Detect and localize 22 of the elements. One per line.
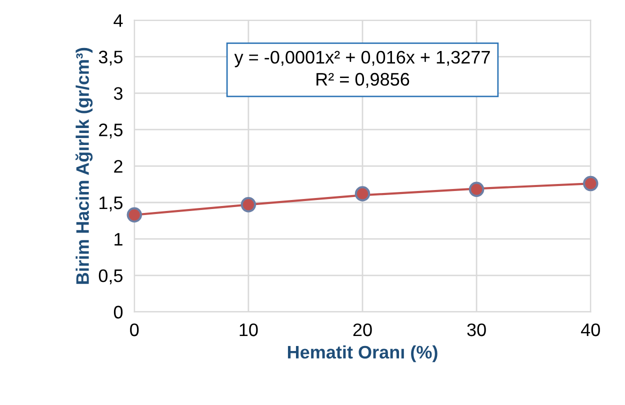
y-tick-label: 0 (114, 306, 123, 319)
annotation: y = -0,0001x² + 0,016x + 1,3277 R² = 0,9856 (234, 50, 490, 88)
y-tick-label: 2,5 (99, 124, 123, 138)
y-tick-label: 4 (114, 14, 123, 27)
x-tick-label: 40 (581, 323, 600, 336)
y-tick-label: 0,5 (98, 269, 123, 284)
y-tick-label: 2 (114, 160, 122, 173)
x-tick-label: 10 (240, 323, 258, 336)
x-axis-title: Hematit Oranı (%) (288, 345, 438, 362)
y-tick-label: 3 (114, 87, 122, 100)
point (240, 197, 256, 212)
point (582, 176, 598, 192)
x-tick-label: 0 (130, 323, 139, 336)
point (354, 186, 370, 202)
x-tick-label: 20 (353, 323, 372, 336)
y-tick-label: 1,5 (100, 196, 123, 212)
x-tick-label: 30 (467, 323, 486, 336)
y-axis-title: Birim Hacim Ağırlık (gr/cm³) (76, 48, 93, 284)
y-tick-label: 1 (114, 233, 122, 246)
point (126, 207, 142, 223)
point (468, 182, 484, 198)
y-tick-label: 3,5 (98, 50, 123, 66)
